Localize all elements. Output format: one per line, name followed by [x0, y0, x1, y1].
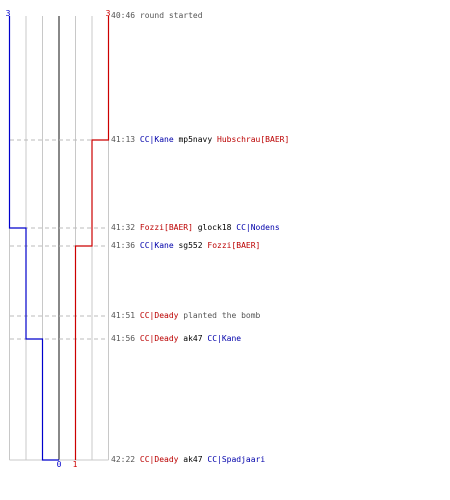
red-end-count: 1 [73, 460, 78, 469]
event-time: 41:36 [111, 241, 136, 250]
event-time: 41:32 [111, 223, 136, 232]
event-row: 41:51 CC|Deady planted the bomb [111, 311, 260, 321]
player-name: CC|Kane [207, 334, 242, 343]
blue-team-alive-line [8, 16, 59, 461]
red-team-alive-line [74, 16, 110, 460]
red-start-count: 3 [106, 9, 111, 18]
blue-start-count: 3 [6, 9, 11, 18]
event-time: 41:51 [111, 311, 136, 320]
player-name: CC|Spadjaari [207, 455, 266, 464]
event-row: 41:36 CC|Kane sg552 Fozzi[BAER] [111, 241, 260, 251]
event-row: 41:32 Fozzi[BAER] glock18 CC|Nodens [111, 223, 280, 233]
weapon-name: ak47 [183, 455, 203, 464]
player-name: CC|Kane [139, 135, 174, 144]
player-name: CC|Nodens [236, 223, 280, 232]
weapon-name: mp5navy [178, 135, 213, 144]
event-time: 41:13 [111, 135, 136, 144]
player-name: CC|Deady [139, 311, 179, 320]
event-row: 42:22 CC|Deady ak47 CC|Spadjaari [111, 455, 265, 465]
event-row: 40:46 round started [111, 11, 203, 21]
weapon-name: sg552 [178, 241, 203, 250]
event-description: round started [139, 11, 203, 20]
player-name: CC|Kane [139, 241, 174, 250]
weapon-name: ak47 [183, 334, 203, 343]
alive-count-grid [9, 16, 109, 461]
event-time: 41:56 [111, 334, 136, 343]
event-time: 40:46 [111, 11, 136, 20]
player-name: CC|Deady [139, 334, 179, 343]
player-name: Fozzi[BAER] [139, 223, 193, 232]
event-time: 42:22 [111, 455, 136, 464]
event-row: 41:56 CC|Deady ak47 CC|Kane [111, 334, 241, 344]
player-name: CC|Deady [139, 455, 179, 464]
blue-end-count: 0 [57, 460, 62, 469]
event-row: 41:13 CC|Kane mp5navy Hubschrau[BAER] [111, 135, 289, 145]
weapon-name: glock18 [197, 223, 232, 232]
player-name: Fozzi[BAER] [207, 241, 261, 250]
player-name: Hubschrau[BAER] [217, 135, 290, 144]
event-description: planted the bomb [183, 311, 261, 320]
